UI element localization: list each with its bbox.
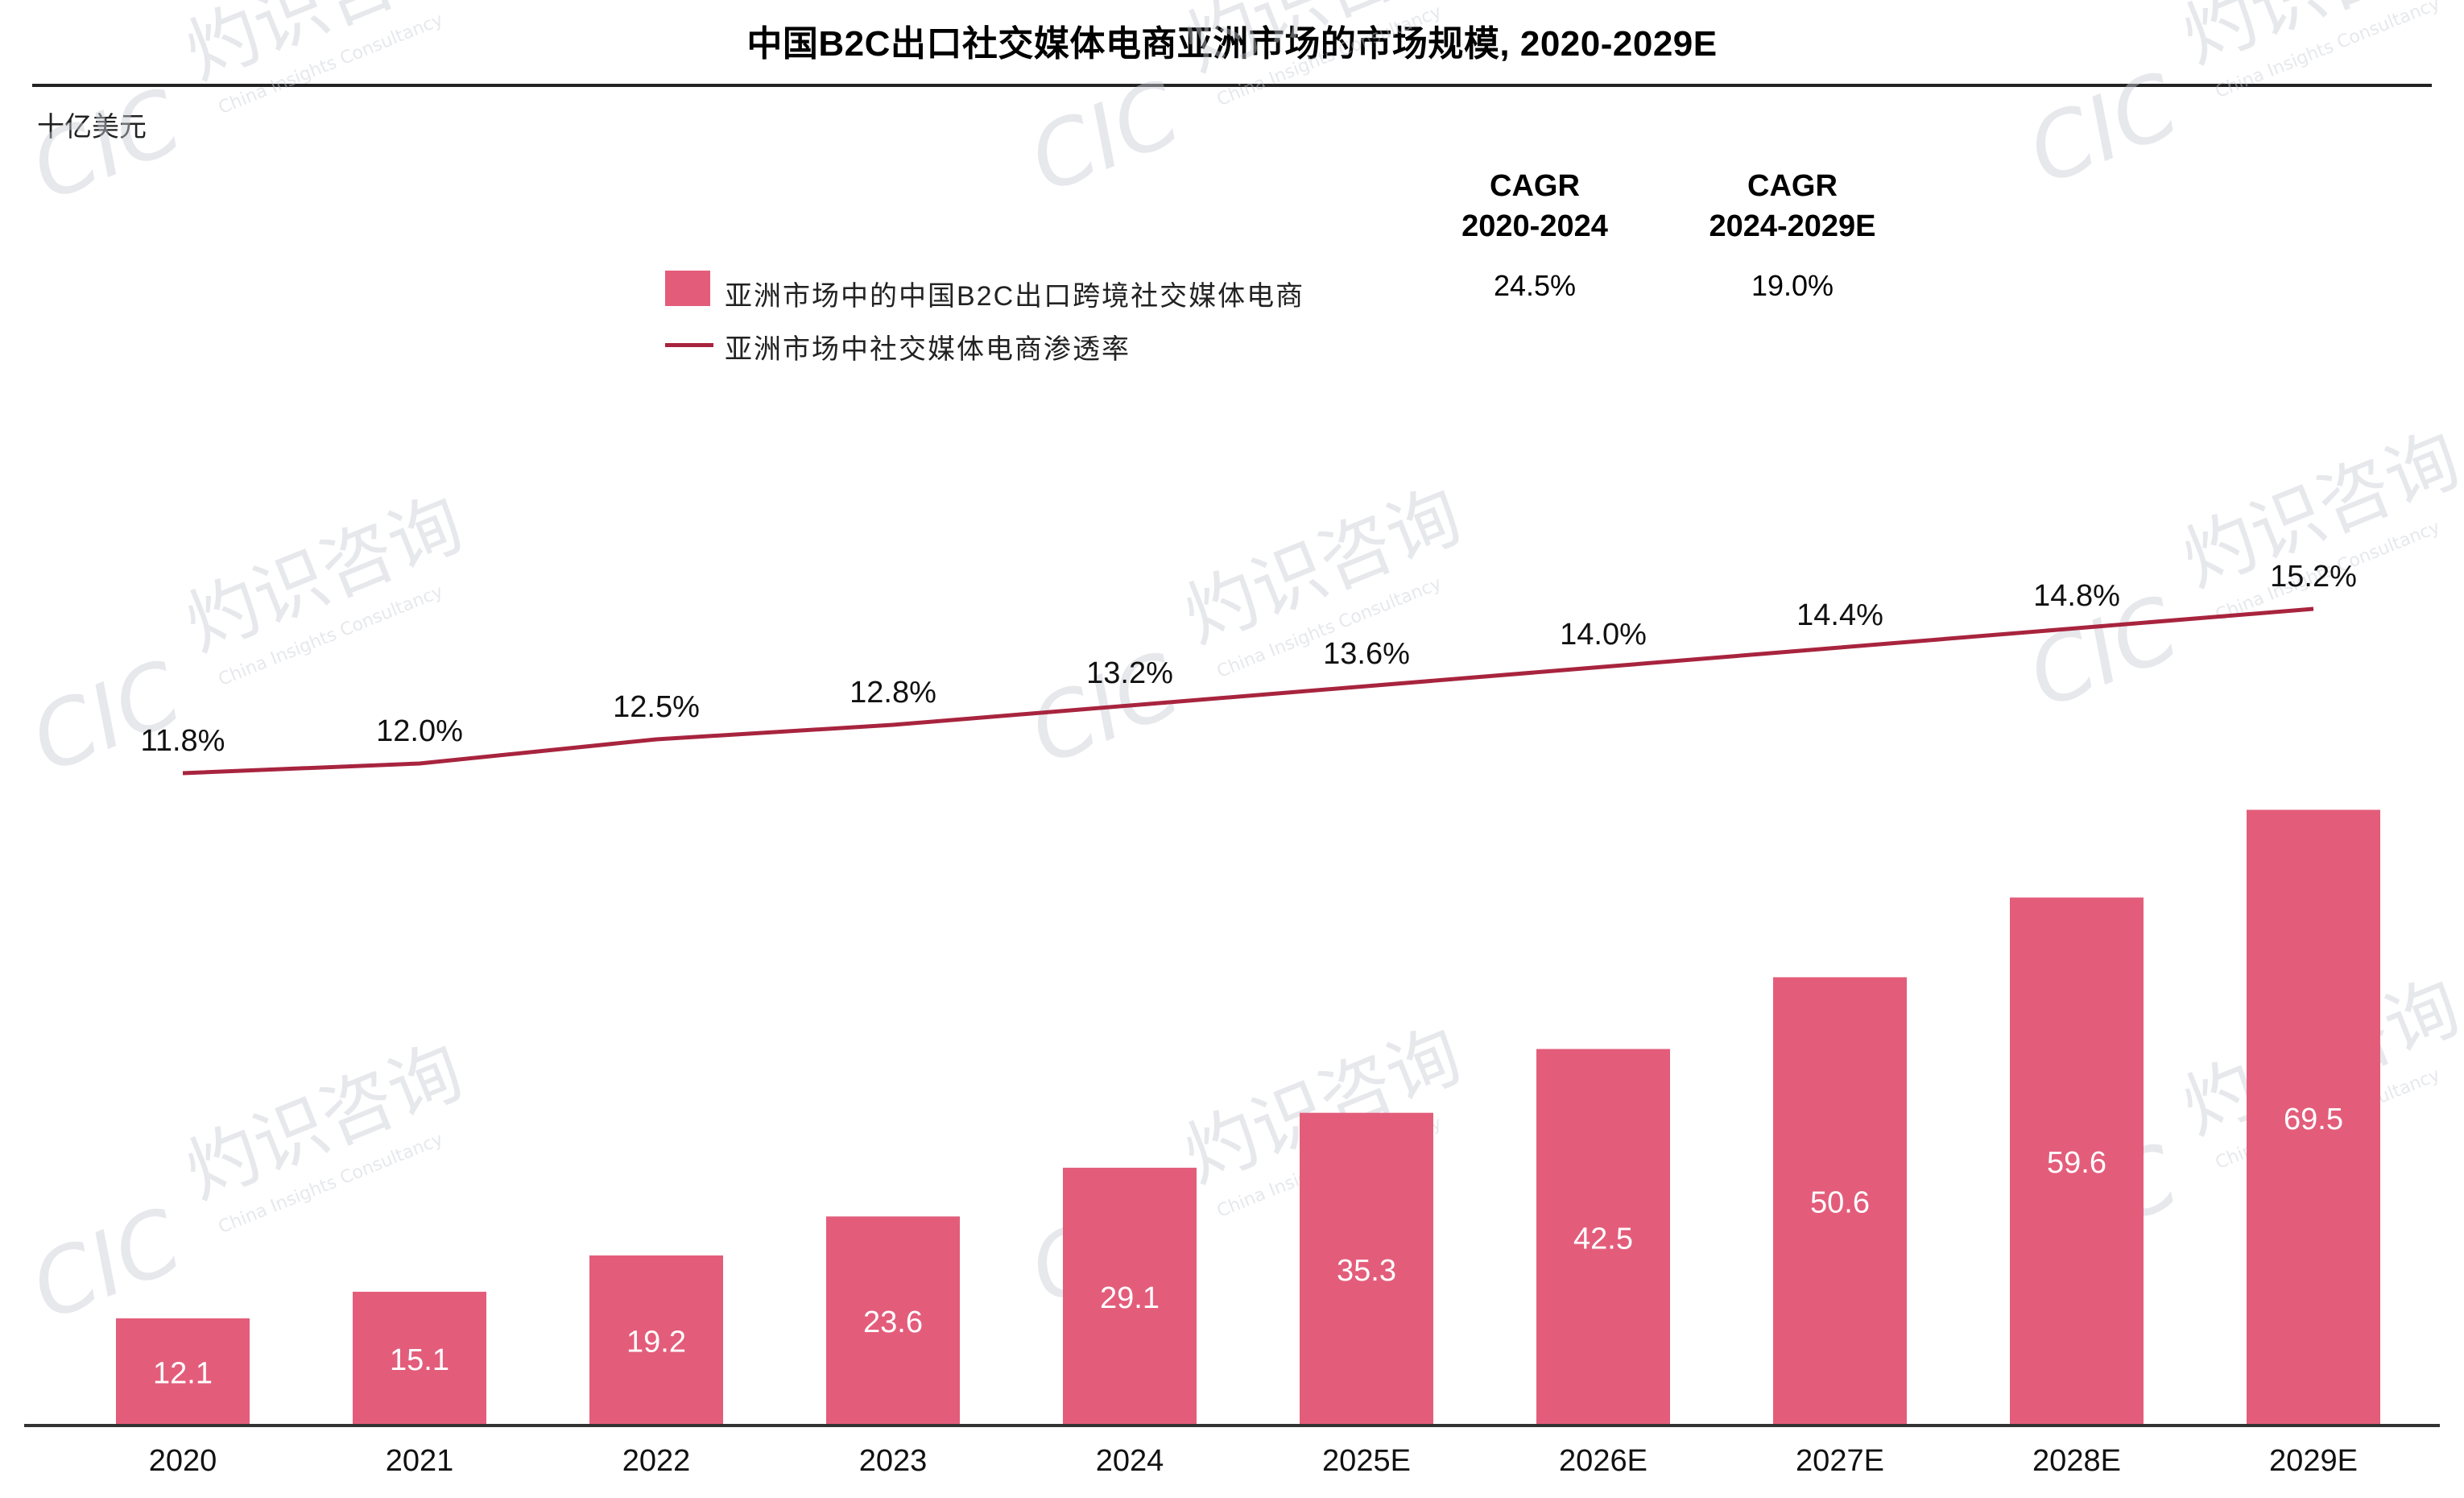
watermark-cic-text: CIC <box>18 641 196 792</box>
line-label-2021: 12.0% <box>376 714 463 748</box>
x-tick-2028E: 2028E <box>2032 1444 2121 1478</box>
x-tick-2021: 2021 <box>386 1444 454 1478</box>
bar-2025E <box>1300 1112 1433 1426</box>
cagr-header-2: CAGR 2024-2029E <box>1672 166 1913 246</box>
x-tick-2022: 2022 <box>622 1444 691 1478</box>
bar-label-2029E: 69.5 <box>2284 1103 2343 1136</box>
watermark-cic-text: CIC <box>18 1189 196 1340</box>
bar-2028E <box>2010 897 2144 1426</box>
penetration-line <box>182 606 2314 776</box>
line-label-2027E: 14.4% <box>1796 598 1883 632</box>
line-label-2020: 11.8% <box>141 724 225 758</box>
bar-label-2025E: 35.3 <box>1337 1254 1396 1288</box>
line-label-2025E: 13.6% <box>1323 637 1410 671</box>
bar-label-2021: 15.1 <box>390 1343 449 1377</box>
x-tick-2024: 2024 <box>1096 1444 1164 1478</box>
line-label-2029E: 15.2% <box>2270 560 2357 594</box>
line-label-2022: 12.5% <box>613 690 700 724</box>
legend-line-label: 亚洲市场中社交媒体电商渗透率 <box>725 334 1131 365</box>
line-label-2023: 12.8% <box>850 676 936 710</box>
bar-2027E <box>1773 977 1907 1426</box>
line-series: 11.8% 12.0% 12.5% 12.8% 13.2% 13.6% 14.0% 14.4%… <box>141 560 2357 776</box>
bar-label-2028E: 59.6 <box>2047 1146 2106 1180</box>
cagr-header-1: CAGR 2020-2024 <box>1414 166 1656 246</box>
bar-2026E <box>1536 1049 1670 1426</box>
cagr-header-1-line1: CAGR <box>1490 169 1580 203</box>
title-rule <box>32 84 2432 87</box>
legend-line-swatch <box>665 343 713 347</box>
cagr-header-2-line2: 2024-2029E <box>1709 209 1876 243</box>
cagr-header-1-line2: 2020-2024 <box>1461 209 1608 243</box>
x-tick-2023: 2023 <box>859 1444 928 1478</box>
bar-label-2027E: 50.6 <box>1810 1186 1870 1220</box>
x-axis: 2020 2021 2022 2023 2024 2025E 2026E 2027E 2028E… <box>24 1424 2440 1478</box>
x-tick-2029E: 2029E <box>2269 1444 2358 1478</box>
bar-2023 <box>826 1216 960 1426</box>
bar-2021 <box>353 1291 486 1426</box>
legend-bar-swatch <box>665 271 710 306</box>
bar-label-2022: 19.2 <box>626 1325 686 1359</box>
bar-2022 <box>589 1255 723 1426</box>
cagr-header-2-line1: CAGR <box>1747 169 1838 203</box>
x-tick-2026E: 2026E <box>1559 1444 1647 1478</box>
watermark-cic-text: CIC <box>18 69 196 221</box>
line-label-2026E: 14.0% <box>1560 618 1647 652</box>
cagr-value-2: 19.0% <box>1751 269 1834 302</box>
bar-2020 <box>116 1318 250 1426</box>
watermark-cic-text: CIC <box>2015 53 2193 205</box>
x-tick-2027E: 2027E <box>1796 1444 1884 1478</box>
bar-2029E <box>2247 809 2380 1426</box>
chart-title: 中国B2C出口社交媒体电商亚洲市场的市场规模, 2020-2029E <box>746 24 1718 64</box>
bar-label-2026E: 42.5 <box>1573 1222 1633 1256</box>
cagr-value-1: 24.5% <box>1493 269 1577 302</box>
bar-series: 12.1 15.1 19.2 23.6 29.1 35.3 42.5 50.6 59.6 69.5 <box>116 809 2380 1426</box>
x-tick-2025E: 2025E <box>1322 1444 1411 1478</box>
x-tick-2020: 2020 <box>149 1444 217 1478</box>
bar-label-2020: 12.1 <box>153 1356 213 1390</box>
bar-label-2023: 23.6 <box>863 1306 923 1339</box>
unit-label: 十亿美元 <box>37 112 147 143</box>
watermark-cic-text: CIC <box>1016 61 1194 213</box>
bar-label-2024: 29.1 <box>1100 1281 1160 1315</box>
legend-bar-label: 亚洲市场中的中国B2C出口跨境社交媒体电商 <box>725 281 1305 312</box>
line-label-2028E: 14.8% <box>2033 579 2120 613</box>
line-label-2024: 13.2% <box>1086 656 1173 690</box>
bar-2024 <box>1063 1167 1197 1426</box>
